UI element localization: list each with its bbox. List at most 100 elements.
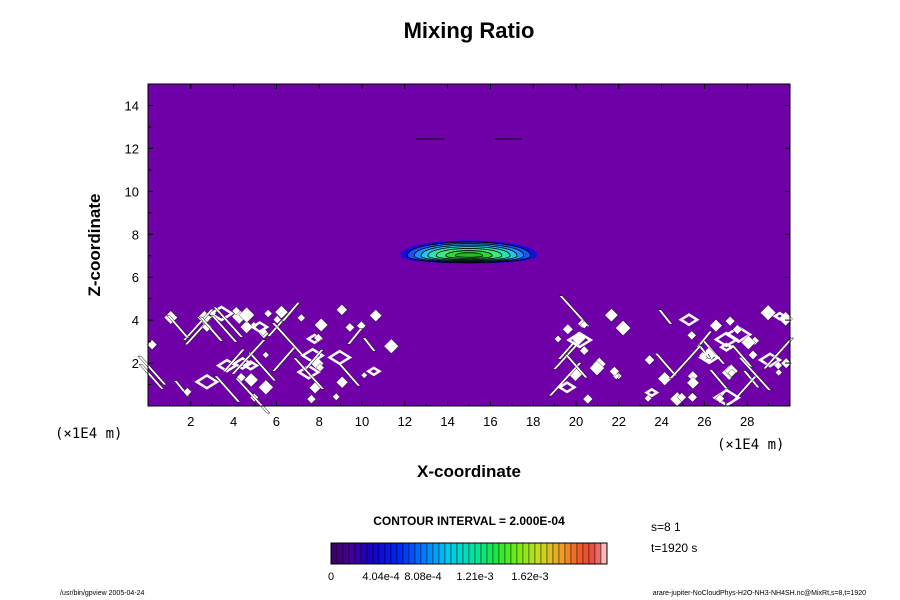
noise-streak: [547, 362, 583, 397]
noise-patch: [579, 345, 590, 356]
colorbar-cell: [432, 542, 440, 565]
colorbar-cell: [456, 542, 464, 565]
noise-patch: [732, 324, 743, 335]
noise-streak: [210, 315, 239, 343]
x-tick-label: 16: [483, 414, 497, 429]
noise-patch: [360, 371, 368, 379]
colorbar-cell: [354, 542, 362, 565]
x-axis-label: X-coordinate: [417, 462, 521, 481]
noise-ring: [772, 311, 788, 321]
noise-streak: [362, 337, 377, 352]
noise-ring: [365, 366, 382, 377]
noise-patch: [274, 305, 289, 319]
noise-streak: [657, 309, 673, 325]
noise-ring: [300, 347, 326, 364]
x-ticks: 2 4 6 8 10 12 14 16 18 20 22 24 26 28: [168, 84, 770, 429]
x-tick-label: 26: [697, 414, 711, 429]
colorbar-cell: [570, 542, 578, 565]
x-tick-label: 18: [526, 414, 540, 429]
noise-ring: [566, 331, 594, 349]
colorbar-cell: [558, 542, 566, 565]
colorbar-cell: [348, 542, 356, 565]
colorbar-cell: [360, 542, 368, 565]
noise-patch: [313, 333, 323, 343]
x-tick-label: 4: [230, 414, 237, 429]
x-tick-label: 8: [316, 414, 323, 429]
colorbar-cell: [492, 542, 500, 565]
colorbar-cell: [576, 542, 584, 565]
noise-patch: [582, 393, 593, 405]
noise-streak: [668, 345, 703, 379]
s-annotation: s=8 1: [651, 520, 681, 534]
noise-patch: [336, 304, 348, 316]
colorbar-cell: [594, 542, 602, 565]
noise-patch: [562, 323, 574, 335]
x-tick-label: 28: [740, 414, 754, 429]
noise-streak: [166, 314, 190, 339]
noise-streak: [230, 339, 267, 375]
noise-ring: [194, 373, 220, 390]
noise-patch: [243, 372, 259, 388]
noise-streak: [708, 369, 729, 390]
noise-patch: [715, 393, 725, 404]
x-tick-label: 20: [569, 414, 583, 429]
noise-patch: [383, 338, 399, 354]
noise-patch: [686, 376, 700, 390]
noise-patch: [239, 320, 254, 334]
noise-streak: [292, 357, 326, 390]
colorbar-cell: [366, 542, 374, 565]
noise-streak: [198, 316, 224, 342]
chart-title: Mixing Ratio: [404, 18, 535, 43]
noise-streak: [138, 363, 165, 390]
noise-ring: [712, 388, 741, 407]
colorbar-cell: [438, 542, 446, 565]
colorbar-cell: [552, 542, 560, 565]
colorbar-cell: [516, 542, 524, 565]
colorbar-cell: [522, 542, 530, 565]
noise-patch: [306, 394, 317, 404]
noise-streak: [558, 295, 591, 327]
colorbar-cell: [564, 542, 572, 565]
colorbar-cell: [468, 542, 476, 565]
colorbar-cell: [408, 542, 416, 565]
noise-patch: [272, 315, 282, 324]
x-tick-label: 6: [273, 414, 280, 429]
noise-streak: [737, 357, 772, 391]
noise-patch: [687, 392, 698, 403]
noise-streak: [280, 302, 301, 322]
noise-ring: [242, 360, 260, 371]
colorbar-cell: [390, 542, 398, 565]
colorbar-cell: [534, 542, 542, 565]
colorbar-cell: [426, 542, 434, 565]
noise-patch: [554, 335, 562, 343]
noise-patch: [580, 320, 589, 329]
noise-streak: [137, 355, 168, 386]
noise-patch: [657, 371, 672, 386]
noise-ring: [757, 352, 783, 368]
colorbar-tick-labels: 0 4.04e-4 8.08e-4 1.21e-3 1.62e-3: [328, 571, 549, 583]
colorbar-cell: [336, 542, 344, 565]
noise-patch: [748, 350, 758, 360]
y-tick-label: 8: [132, 227, 139, 242]
colorbar-tick-label: 1.21e-3: [456, 571, 493, 583]
noise-ring: [557, 381, 577, 394]
noise-ring: [644, 387, 660, 398]
noise-patch: [609, 366, 620, 377]
y-tick-label: 4: [132, 313, 139, 328]
noise-patch: [262, 351, 270, 359]
noise-patch: [314, 317, 329, 332]
noise-ring: [698, 350, 721, 365]
colorbar-cell: [600, 542, 608, 565]
noise-patch: [345, 322, 355, 333]
noise-ring: [678, 313, 700, 327]
noise-patch: [604, 308, 619, 323]
y-axis-label: Z-coordinate: [85, 194, 104, 297]
colorbar-cell: [546, 542, 554, 565]
x-tick-label: 12: [398, 414, 412, 429]
colorbar-tick-label: 4.04e-4: [362, 571, 399, 583]
noise-patch: [773, 361, 783, 370]
z-unit-label: (×1E4 m): [55, 426, 122, 442]
colorbar-cell: [372, 542, 380, 565]
noise-streak: [234, 377, 271, 414]
footer-left: /usr/bin/gpview 2005-04-24: [60, 590, 145, 597]
